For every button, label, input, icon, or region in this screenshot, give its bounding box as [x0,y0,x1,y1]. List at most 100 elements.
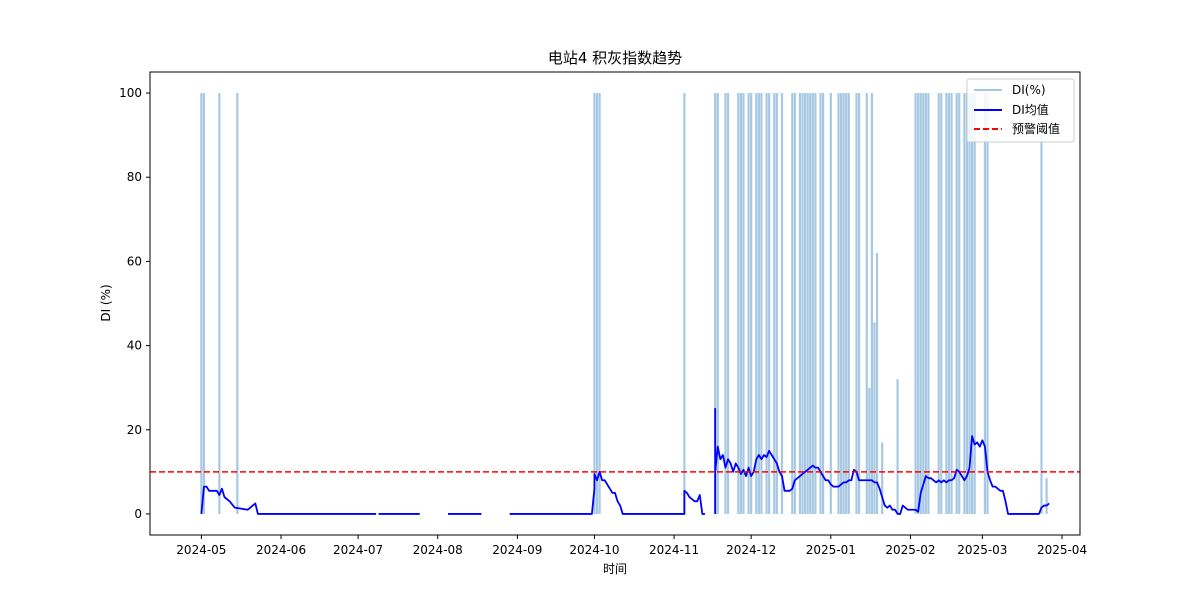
di-bar [855,93,858,514]
di-bar [750,93,753,514]
legend: DI(%) DI均值 预警阈值 [966,78,1075,143]
di-bar [811,93,814,514]
x-axis-label: 时间 [603,562,627,576]
chart-title: 电站4 积灰指数趋势 [548,49,682,67]
legend-box [966,78,1075,143]
y-axis-label: DI (%) [99,284,113,321]
di-mean-line [200,485,377,515]
di-bar [683,93,686,514]
x-tick-label: 2024-09 [492,543,542,557]
di-bar [726,93,730,514]
di-bar [963,93,966,514]
di-bar [773,93,776,514]
di-bar [739,93,742,514]
x-tick-label: 2024-08 [413,543,463,557]
legend-label-mean: DI均值 [1012,102,1049,117]
di-bar [793,93,796,514]
di-bar [839,93,843,514]
di-bar [927,93,930,514]
y-tick-label: 100 [119,86,142,100]
y-tick-label: 0 [134,507,142,521]
di-bar [765,93,768,514]
di-bar [924,93,927,514]
di-bar [983,93,987,514]
di-bar [870,93,873,514]
di-bar [218,93,221,514]
di-bar [945,93,948,514]
x-tick-label: 2024-12 [726,543,776,557]
di-bar [714,93,717,514]
legend-label-di: DI(%) [1012,83,1046,97]
di-mean-line-layer [200,407,1050,515]
y-tick-label: 20 [127,423,142,437]
di-bar [950,93,953,514]
di-bar [737,93,740,514]
di-bar [829,93,832,514]
di-bar [896,379,899,514]
di-bar [742,93,745,514]
x-tick-label: 2024-06 [256,543,306,557]
di-bar [809,93,812,514]
x-tick-label: 2025-01 [806,543,856,557]
x-tick-label: 2024-11 [649,543,699,557]
di-bar [842,93,845,514]
di-bar [919,93,922,514]
di-bar [747,93,750,514]
di-bar [955,93,958,514]
di-bar [973,93,976,514]
di-bar [917,93,920,514]
di-bar [804,93,807,514]
di-bar [716,93,719,514]
di-bar [937,93,940,514]
di-bar [845,93,848,514]
di-bar [814,93,817,514]
di-bar [791,93,794,514]
x-axis-ticks: 2024-05 2024-06 2024-07 2024-08 2024-09 2024-… [176,535,1087,557]
di-bar [875,252,879,514]
x-tick-label: 2024-10 [569,543,619,557]
di-bar [757,93,760,514]
di-bar [598,93,601,514]
di-bar [857,93,861,514]
di-bar [873,322,876,514]
di-bar [801,93,804,514]
di-bar [200,93,203,514]
di-bar [760,93,763,514]
plot-frame [149,71,1081,536]
x-tick-label: 2025-04 [1037,543,1087,557]
di-bar [236,93,239,514]
di-bar [865,93,868,514]
di-bar [595,93,599,514]
di-bar [881,442,884,514]
di-bar [822,93,825,514]
di-mean-line [714,407,1050,515]
di-bar [958,93,961,514]
di-bar [780,93,784,514]
di-bar [1045,478,1048,514]
di-bar [986,93,989,514]
di-bar [806,93,809,514]
di-bar [755,93,758,514]
di-bar [798,93,802,514]
x-tick-label: 2024-07 [333,543,383,557]
x-tick-label: 2025-03 [957,543,1007,557]
di-bar [775,93,778,514]
legend-label-threshold: 预警阈值 [1012,121,1060,136]
y-tick-label: 40 [127,339,142,353]
di-bar [971,93,974,514]
di-bar [940,93,943,514]
di-bar [593,93,596,514]
x-tick-label: 2024-05 [176,543,226,557]
di-bar [1040,135,1043,514]
di-bar [868,387,871,514]
x-tick-label: 2025-02 [885,543,935,557]
di-bar [837,93,840,514]
y-tick-label: 80 [127,170,142,184]
di-mean-line [509,470,705,515]
di-bar [819,93,822,514]
di-bar [202,93,206,514]
di-bar [922,93,925,514]
di-bar [914,93,917,514]
di-bar [968,93,971,514]
